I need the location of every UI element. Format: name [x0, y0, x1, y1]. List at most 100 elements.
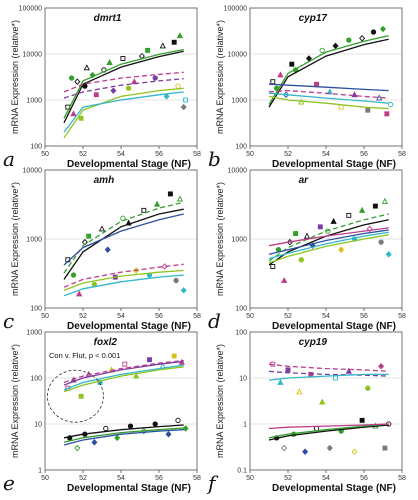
trend-line	[268, 373, 389, 381]
trend-line	[268, 89, 389, 99]
y-tick-label: 1000	[231, 98, 247, 105]
x-tick-label: 58	[193, 151, 201, 158]
data-point	[152, 421, 158, 427]
x-tick-label: 56	[360, 313, 368, 320]
y-tick-label: 100	[30, 144, 42, 151]
trend-line	[63, 50, 184, 124]
trend-line	[268, 363, 389, 372]
trend-line	[63, 427, 184, 443]
data-point	[180, 287, 187, 294]
gene-label: dmrt1	[94, 13, 122, 24]
data-point	[133, 372, 140, 379]
y-tick-label: 100	[235, 306, 247, 313]
y-axis-label: mRNA Expression (relative*)	[10, 344, 20, 458]
data-point	[319, 47, 325, 54]
x-tick-label: 58	[398, 313, 406, 320]
trend-line	[63, 269, 184, 292]
x-tick-label: 52	[79, 151, 87, 158]
data-point	[176, 32, 184, 39]
data-point	[120, 56, 126, 61]
data-point	[114, 434, 121, 442]
x-tick-label: 52	[284, 475, 292, 482]
trend-line	[268, 83, 389, 92]
trend-line	[268, 423, 389, 430]
data-point	[376, 94, 383, 101]
data-point	[147, 357, 152, 363]
panel-letter: b	[208, 147, 221, 171]
y-axis-label: mRNA Expression (relative*)	[10, 20, 20, 134]
data-point	[314, 81, 319, 87]
data-point	[385, 251, 392, 258]
y-tick-label: 10000	[23, 52, 43, 59]
x-axis-label: Developmental Stage (NF)	[272, 321, 396, 332]
trend-line	[268, 38, 389, 108]
data-point	[110, 87, 117, 94]
data-point	[78, 393, 84, 399]
data-point	[366, 225, 373, 233]
data-point	[378, 239, 384, 245]
data-point	[351, 448, 358, 455]
trend-line	[268, 370, 389, 377]
data-point	[326, 444, 333, 452]
x-axis-label: Developmental Stage (NF)	[67, 159, 191, 170]
trend-line	[268, 234, 389, 264]
data-point	[387, 101, 394, 108]
x-tick-label: 52	[284, 151, 292, 158]
x-axis-label: Developmental Stage (NF)	[67, 483, 191, 494]
trend-line	[63, 208, 184, 280]
trend-line	[63, 91, 184, 133]
data-point	[338, 246, 345, 253]
data-point	[365, 107, 371, 113]
data-point	[127, 423, 134, 429]
gene-label: cyp17	[299, 13, 328, 24]
trend-line	[63, 274, 184, 297]
data-point	[74, 78, 81, 85]
trend-line	[268, 229, 389, 255]
y-tick-label: 10000	[228, 52, 248, 59]
trend-line	[268, 231, 389, 260]
panel-letter: c	[3, 309, 14, 333]
gene-label: cyp19	[299, 337, 328, 348]
y-tick-label: 100000	[19, 6, 42, 13]
panel-letter: e	[3, 471, 15, 495]
data-point	[303, 232, 311, 239]
trend-line	[63, 424, 184, 439]
x-tick-label: 56	[155, 313, 163, 320]
x-tick-label: 58	[193, 475, 201, 482]
data-point	[285, 367, 291, 373]
x-tick-label: 50	[246, 313, 254, 320]
y-tick-label: 10000	[228, 168, 248, 175]
data-point	[296, 388, 303, 395]
data-point	[74, 444, 81, 452]
trend-line	[63, 366, 184, 393]
trend-line	[63, 359, 184, 384]
y-axis-label: mRNA Expression (relative*)	[215, 182, 225, 296]
data-point	[122, 361, 128, 367]
data-point	[68, 75, 75, 81]
data-point	[104, 246, 111, 253]
data-point	[317, 224, 323, 230]
data-point	[173, 277, 179, 284]
trend-line	[268, 227, 389, 247]
data-point	[379, 25, 387, 33]
data-point	[382, 445, 388, 451]
y-tick-label: 0.1	[237, 468, 247, 475]
panel-b: 100 1000 10000 100000 50 52 54 56 58 cyp17 mRNA Ex…	[208, 6, 406, 172]
x-tick-label: 56	[155, 475, 163, 482]
panel-letter: d	[208, 309, 221, 333]
data-point	[153, 200, 161, 207]
x-tick-label: 50	[41, 313, 49, 320]
data-point	[319, 398, 326, 405]
data-point	[372, 203, 378, 209]
y-tick-label: 1	[243, 422, 247, 429]
data-point	[152, 75, 158, 81]
data-point	[365, 385, 371, 391]
y-axis-label: mRNA Expression (relative*)	[215, 20, 225, 134]
plot-frame	[249, 7, 403, 147]
data-point	[86, 233, 92, 239]
x-tick-label: 54	[322, 475, 330, 482]
trend-line	[268, 35, 389, 105]
data-point	[70, 272, 77, 278]
data-point	[332, 42, 339, 50]
